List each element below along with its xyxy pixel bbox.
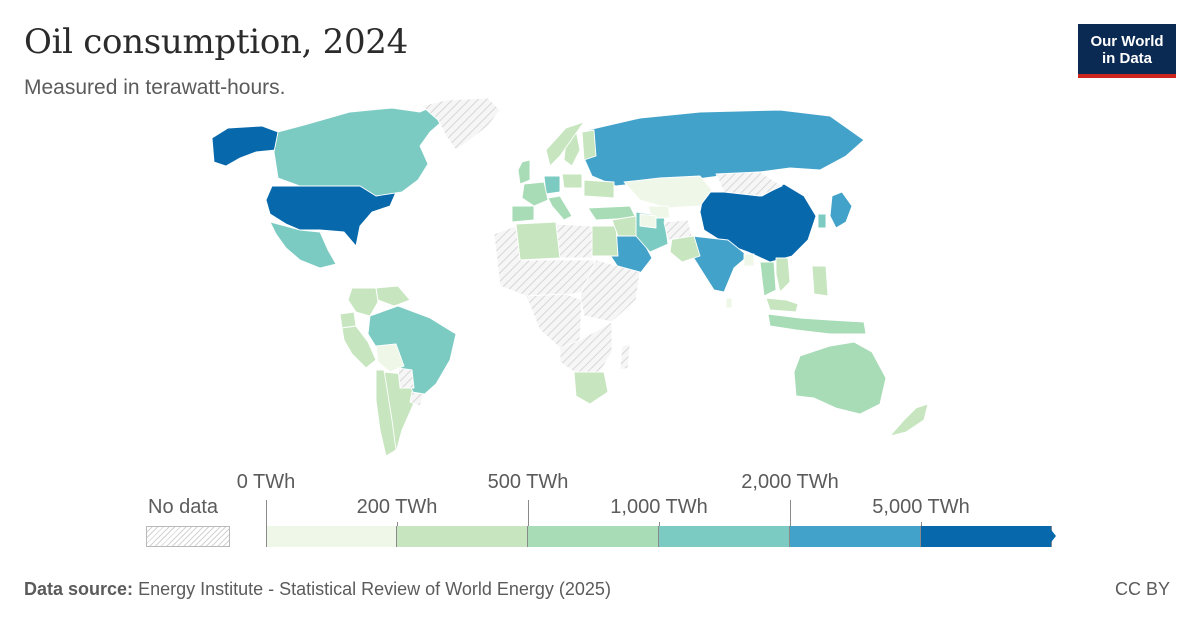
legend-bin-0[interactable] [266, 526, 397, 547]
data-source-text: Energy Institute - Statistical Review of… [138, 579, 611, 599]
country-thailand[interactable] [759, 261, 777, 297]
country-uzbekistan[interactable] [647, 205, 671, 219]
country-south-africa[interactable] [573, 371, 609, 405]
country-norway[interactable] [545, 121, 585, 167]
country-algeria[interactable] [515, 221, 561, 261]
country-central-africa[interactable] [525, 293, 583, 349]
country-philippines[interactable] [811, 265, 829, 297]
legend-tick-mark [266, 500, 267, 526]
country-alaska-united-states[interactable] [211, 125, 279, 167]
legend-bin-2[interactable] [528, 526, 659, 547]
data-source: Data source: Energy Institute - Statisti… [24, 579, 611, 600]
country-venezuela[interactable] [375, 285, 411, 307]
country-australia[interactable] [793, 341, 887, 415]
legend-tick-label: 500 TWh [487, 471, 569, 493]
legend-tick-mark [528, 500, 529, 526]
country-ukraine[interactable] [583, 179, 615, 199]
country-ecuador[interactable] [339, 311, 357, 329]
logo-line-1: Our World [1090, 33, 1164, 50]
legend-tick-mark [659, 522, 660, 526]
legend-bin-4[interactable] [790, 526, 921, 547]
country-poland[interactable] [561, 173, 583, 189]
country-malaysia[interactable] [765, 297, 799, 313]
country-iraq[interactable] [611, 215, 637, 237]
country-paraguay[interactable] [397, 367, 415, 389]
no-data-swatch[interactable] [146, 526, 230, 547]
country-greenland[interactable] [421, 97, 501, 151]
legend-tick-mark [921, 522, 922, 526]
country-mexico[interactable] [269, 221, 337, 269]
legend-tick-label: 5,000 TWh [872, 496, 970, 518]
country-japan[interactable] [829, 191, 853, 229]
country-bangladesh[interactable] [743, 253, 755, 267]
country-peru[interactable] [341, 325, 377, 369]
no-data-label: No data [148, 496, 219, 518]
country-kazakhstan[interactable] [623, 175, 713, 209]
country-sri-lanka[interactable] [725, 297, 733, 309]
country-chile[interactable] [375, 369, 397, 457]
legend-open-end-arrow [1048, 526, 1056, 546]
country-southern-africa[interactable] [559, 321, 613, 373]
legend-bin-5[interactable] [921, 526, 1052, 547]
country-madagascar[interactable] [619, 343, 631, 371]
chart-title: Oil consumption, 2024 [24, 22, 408, 62]
country-new-zealand[interactable] [889, 403, 929, 437]
country-france[interactable] [521, 181, 549, 207]
country-afghanistan[interactable] [663, 219, 693, 241]
legend-tick-mark [790, 500, 791, 526]
country-egypt[interactable] [591, 225, 619, 257]
data-source-label: Data source: [24, 579, 134, 599]
legend-tick-label: 0 TWh [236, 471, 296, 493]
logo-line-2: in Data [1101, 50, 1152, 67]
owid-logo[interactable]: Our World in Data [1078, 24, 1176, 78]
country-bolivia[interactable] [375, 343, 405, 373]
legend-tick-label: 1,000 TWh [610, 496, 708, 518]
country-spain[interactable] [511, 205, 535, 223]
country-united-kingdom[interactable] [517, 159, 531, 185]
country-indonesia[interactable] [767, 313, 867, 335]
legend-bins [266, 526, 1052, 547]
country-mongolia[interactable] [715, 171, 783, 197]
country-uruguay[interactable] [409, 391, 425, 407]
country-vietnam[interactable] [775, 257, 791, 293]
country-canada[interactable] [273, 103, 447, 197]
country-turkmenistan[interactable] [639, 213, 657, 229]
legend-bin-1[interactable] [397, 526, 528, 547]
legend-tick-mark [397, 522, 398, 526]
legend-tick-label: 200 TWh [356, 496, 438, 518]
country-finland[interactable] [581, 129, 597, 161]
chart-subtitle: Measured in terawatt-hours. [24, 76, 286, 99]
legend-bin-3[interactable] [659, 526, 790, 547]
country-italy[interactable] [547, 195, 573, 221]
legend-tick-label: 2,000 TWh [741, 471, 839, 493]
country-libya[interactable] [555, 223, 593, 259]
license-link[interactable]: CC BY [1114, 579, 1170, 599]
country-south-korea[interactable] [817, 213, 827, 229]
